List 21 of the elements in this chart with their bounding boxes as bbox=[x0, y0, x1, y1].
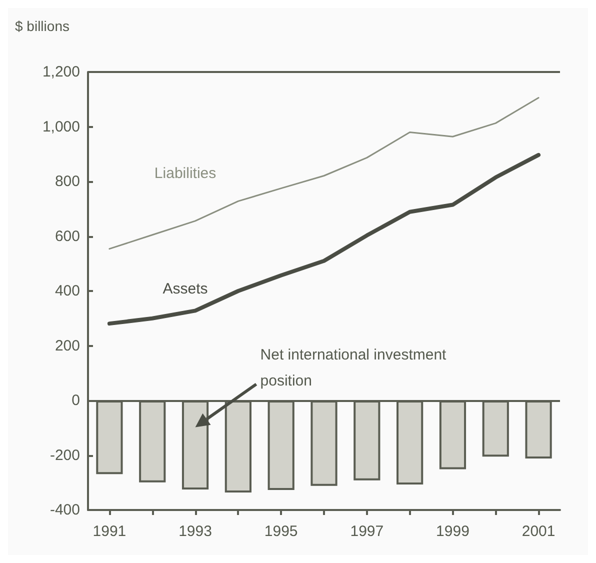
y-tick-label: 1,200 bbox=[42, 64, 80, 80]
annotation: Net international investment position bbox=[260, 346, 448, 390]
y-tick-label: 0 bbox=[72, 392, 80, 409]
series-label: Assets bbox=[162, 280, 208, 298]
line-series bbox=[108, 96, 540, 250]
y-tick-label: 400 bbox=[54, 282, 80, 300]
y-tick-label: 200 bbox=[54, 337, 80, 354]
y-tick-label: 600 bbox=[54, 228, 80, 245]
x-tick-label: 1999 bbox=[436, 523, 470, 540]
line-series bbox=[107, 152, 541, 326]
x-tick-label: 1995 bbox=[264, 523, 298, 540]
y-tick-label: 800 bbox=[54, 173, 80, 190]
y-tick-label: -400 bbox=[50, 502, 80, 518]
y-tick-label: -200 bbox=[50, 446, 80, 464]
series-label: Liabilities bbox=[154, 164, 216, 182]
x-tick-label: 1991 bbox=[92, 523, 126, 540]
y-axis-title: $ billions bbox=[15, 18, 70, 34]
y-tick-label: 1,000 bbox=[42, 118, 80, 136]
x-tick-label: 1993 bbox=[178, 523, 212, 540]
x-tick-label: 1997 bbox=[350, 523, 384, 540]
x-tick-label: 2001 bbox=[522, 523, 556, 540]
